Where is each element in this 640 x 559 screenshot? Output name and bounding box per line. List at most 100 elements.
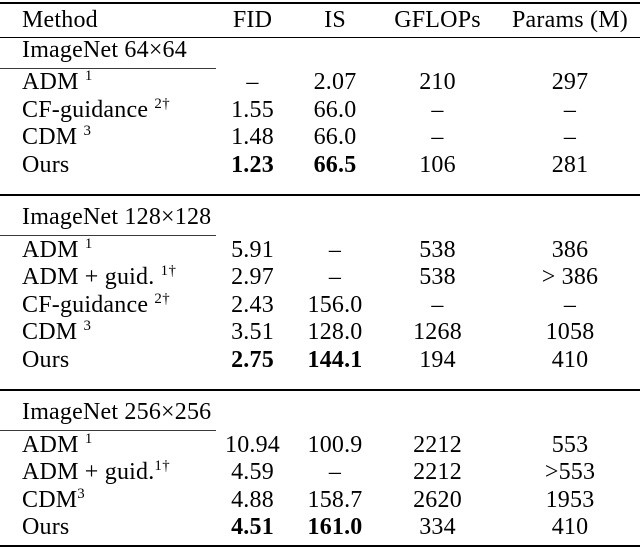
params-cell: 386 [551,236,589,263]
method-superscript: 1 [84,235,93,252]
table-row: CDM3 4.88 158.7 2620 1953 [0,485,640,515]
method-cell: ADM 1 [0,430,210,459]
fid-cell: 1.23 [231,152,274,179]
method-name: CF-guidance [22,96,155,123]
is-cell: 66.5 [313,152,357,179]
section-imagenet-256: ImageNet 256×256 ADM 1 10.94 100.9 2212 … [0,389,640,545]
is-cell: 161.0 [307,514,363,541]
fid-cell: 3.51 [231,319,274,346]
table-row-ours: Ours 4.51 161.0 334 410 [0,514,640,542]
fid-cell: 1.55 [231,96,274,123]
table-row-ours: Ours 1.23 66.5 106 281 [0,152,640,180]
method-name: ADM + guid. [22,459,155,486]
section-header: ImageNet 256×256 [0,391,640,432]
col-header-is: IS [324,7,346,33]
method-name: Ours [22,347,70,374]
section-body: ADM 1 – 2.07 210 297 CF-guidance 2† 1.55… [0,69,640,194]
method-name: ADM + guid. [22,264,161,291]
fid-cell: 1.48 [231,124,274,151]
method-cell: CF-guidance 2† [0,290,210,319]
fid-cell: 10.94 [225,431,280,458]
table-row: ADM 1 – 2.07 210 297 [0,69,640,97]
method-name: Ours [22,514,70,541]
is-cell: – [328,236,342,263]
method-superscript: 3 [77,485,86,502]
table-row: CDM 3 3.51 128.0 1268 1058 [0,319,640,347]
gflops-cell: 538 [419,236,456,263]
method-superscript: 3 [83,123,92,140]
gflops-cell: – [431,96,444,123]
gflops-cell: 106 [419,152,456,179]
method-name: ADM [22,431,85,458]
method-cell: CDM 3 [0,319,210,346]
params-cell: 281 [551,152,589,179]
is-cell: 156.0 [307,291,363,318]
is-cell: 66.0 [313,96,357,123]
params-cell: 410 [551,514,589,541]
method-name: ADM [22,69,85,96]
fid-cell: 5.91 [231,236,274,263]
gflops-cell: – [431,291,444,318]
params-cell: – [563,124,577,151]
table-row: CF-guidance 2† 2.43 156.0 – – [0,290,640,320]
gflops-cell: 2620 [413,486,462,513]
gflops-cell: 210 [419,69,456,96]
col-header-gflops: GFLOPs [394,7,481,33]
table-header-row: Method FID IS GFLOPs Params (M) [0,4,640,38]
params-cell: 1953 [545,486,595,513]
fid-cell: – [246,69,259,96]
section-title: ImageNet 128×128 [22,204,212,231]
is-cell: – [328,264,342,291]
params-cell: 297 [551,69,589,96]
table-row-ours: Ours 2.75 144.1 194 410 [0,347,640,375]
method-cell: Ours [0,152,210,179]
method-name: CDM [22,486,78,513]
method-cell: Ours [0,514,210,541]
is-cell: 66.0 [313,124,357,151]
table-row: ADM 1 10.94 100.9 2212 553 [0,431,640,459]
section-imagenet-64: ImageNet 64×64 ADM 1 – 2.07 210 297 CF-g… [0,37,640,194]
table-row: ADM 1 5.91 – 538 386 [0,236,640,264]
section-body: ADM 1 5.91 – 538 386 ADM + guid. 1† 2.97… [0,236,640,389]
gflops-cell: – [431,124,444,151]
gflops-cell: 334 [419,514,456,541]
is-cell: 100.9 [307,431,363,458]
params-cell: >553 [544,459,596,486]
table-row: CDM 3 1.48 66.0 – – [0,124,640,152]
method-cell: CDM3 [0,485,210,514]
section-header: ImageNet 128×128 [0,196,640,237]
method-superscript: 1† [154,458,171,475]
method-cell: ADM 1 [0,235,210,264]
gflops-cell: 2212 [413,431,462,458]
is-cell: 2.07 [313,69,357,96]
section-underline [0,234,216,237]
params-cell: > 386 [541,264,599,291]
method-superscript: 2† [154,95,171,112]
params-cell: – [563,291,577,318]
gflops-cell: 1268 [413,319,462,346]
method-superscript: 1 [84,68,93,85]
section-header: ImageNet 64×64 [0,37,640,69]
section-imagenet-128: ImageNet 128×128 ADM 1 5.91 – 538 386 AD… [0,194,640,389]
section-body: ADM 1 10.94 100.9 2212 553 ADM + guid.1†… [0,431,640,545]
method-cell: CDM 3 [0,124,210,151]
fid-cell: 2.43 [231,291,274,318]
method-name: CDM [22,124,84,151]
section-title: ImageNet 64×64 [22,37,187,63]
fid-cell: 4.51 [231,514,274,541]
method-name: Ours [22,152,70,179]
is-cell: 158.7 [307,486,363,513]
method-superscript: 2† [154,290,171,307]
method-superscript: 3 [83,318,92,335]
is-cell: 144.1 [307,347,363,374]
fid-cell: 4.59 [231,459,274,486]
method-superscript: 1 [84,430,93,447]
is-cell: – [328,459,342,486]
method-name: CF-guidance [22,291,155,318]
method-cell: ADM + guid.1† [0,459,210,486]
method-cell: ADM 1 [0,69,210,96]
table-row: ADM + guid. 1† 2.97 – 538 > 386 [0,264,640,292]
gflops-cell: 538 [419,264,456,291]
is-cell: 128.0 [307,319,363,346]
